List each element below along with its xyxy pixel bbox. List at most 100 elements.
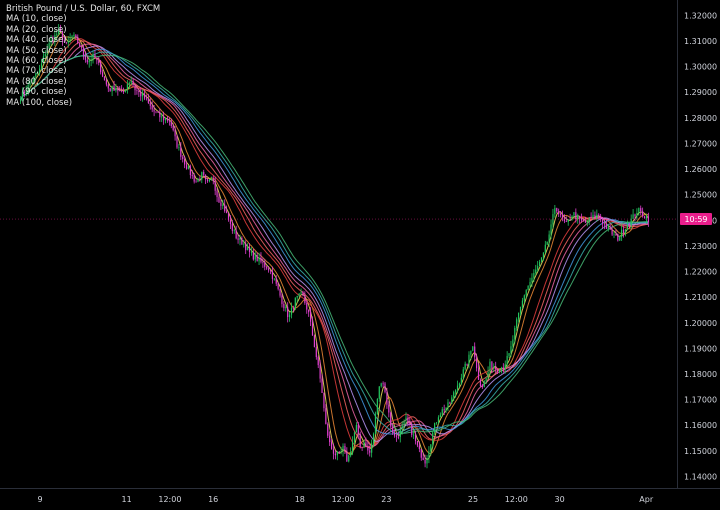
candle-body (121, 90, 123, 92)
candle-body (201, 172, 203, 180)
candle-body (130, 80, 132, 83)
candle-body (315, 347, 317, 358)
candle-body (340, 450, 342, 452)
candle-body (119, 90, 121, 92)
candle-body (395, 435, 398, 437)
candle-body (491, 361, 493, 368)
candle-body (117, 88, 119, 91)
candle-body (296, 295, 298, 298)
candle-body (304, 295, 306, 304)
candle-body (285, 307, 287, 309)
candle-body (493, 367, 495, 368)
candle-body (435, 422, 438, 424)
candle-body (86, 59, 88, 63)
candle-body (84, 55, 86, 60)
candle-body (294, 297, 296, 309)
candle-body (527, 285, 529, 291)
candle-body (61, 31, 64, 41)
candle-body (474, 346, 476, 358)
candle-body (311, 321, 314, 336)
candle-body (96, 57, 98, 61)
candle-body (508, 353, 510, 356)
candle-body (151, 105, 153, 110)
candle-body (25, 90, 27, 94)
candle-body (485, 378, 487, 382)
y-tick-label: 1.18000 (684, 370, 717, 379)
candle-body (403, 420, 405, 426)
candle-body (401, 425, 403, 430)
candle-body (124, 89, 127, 92)
candle-body (180, 147, 182, 157)
candle-body (237, 238, 239, 240)
candle-body (586, 221, 588, 223)
candle-body (378, 386, 380, 399)
candle-body (567, 219, 569, 222)
candle-body (170, 121, 172, 127)
candle-body (409, 422, 411, 425)
x-tick-label: 16 (208, 495, 218, 504)
last-price-text: 10:59 (684, 215, 707, 224)
y-tick-label: 1.25000 (684, 191, 717, 200)
candle-body (262, 261, 264, 263)
ma-line-90 (20, 51, 649, 435)
ma-line-80 (20, 48, 649, 435)
candle-body (388, 404, 390, 413)
candle-body (195, 181, 197, 183)
candle-body (281, 295, 283, 304)
candle-body (397, 436, 399, 438)
candle-body (514, 327, 516, 340)
candle-body (640, 208, 642, 212)
y-tick-label: 1.31000 (684, 37, 717, 46)
candle-body (371, 443, 373, 453)
y-tick-label: 1.15000 (684, 447, 717, 456)
candle-body (309, 312, 312, 322)
candle-body (88, 60, 90, 63)
candle-body (38, 68, 41, 73)
candle-body (579, 215, 581, 219)
candle-body (603, 223, 606, 225)
candle-body (437, 417, 440, 423)
candle-body (222, 204, 224, 206)
candle-body (332, 448, 335, 454)
candle-body (582, 220, 585, 222)
candle-body (268, 268, 270, 271)
candle-body (428, 451, 430, 458)
candle-body (247, 247, 249, 251)
y-tick-label: 1.17000 (684, 396, 717, 405)
candle-body (643, 216, 646, 219)
candle-body (271, 270, 274, 279)
candle-body (325, 408, 327, 425)
candle-body (611, 229, 613, 235)
candle-body (92, 54, 94, 61)
candle-body (273, 278, 275, 280)
candle-body (323, 393, 325, 409)
candle-body (390, 412, 392, 427)
candle-body (82, 47, 85, 56)
candle-body (565, 221, 567, 222)
candle-body (172, 126, 174, 131)
candle-body (413, 434, 415, 436)
candle-body (624, 229, 627, 233)
candle-body (73, 34, 75, 37)
ma-line-100 (20, 54, 649, 434)
candle-body (523, 295, 525, 301)
candle-body (199, 178, 201, 180)
candle-body (642, 211, 644, 217)
candle-body (407, 417, 409, 423)
candle-body (75, 34, 77, 38)
candle-body (48, 43, 50, 49)
candle-body (153, 109, 155, 112)
candle-body (342, 445, 344, 451)
candle-body (598, 214, 600, 216)
candle-body (470, 350, 472, 355)
candle-body (132, 80, 134, 86)
candle-body (386, 391, 388, 405)
candle-body (472, 346, 474, 351)
candle-body (103, 76, 106, 81)
y-tick-label: 1.32000 (684, 11, 717, 20)
candle-body (416, 440, 419, 446)
candle-body (441, 409, 443, 415)
